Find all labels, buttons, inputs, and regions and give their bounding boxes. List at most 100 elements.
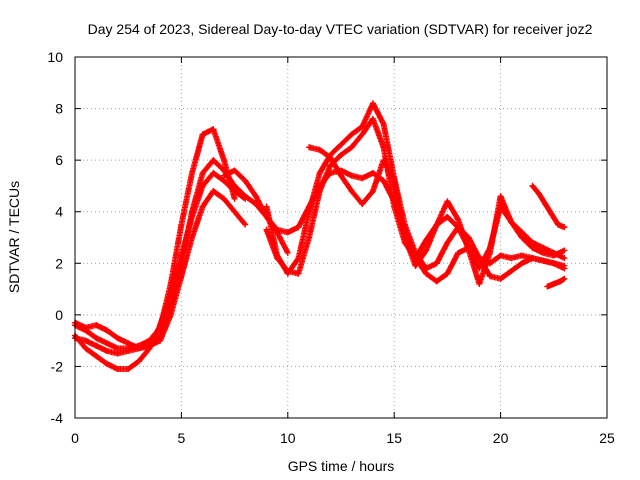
data-point bbox=[542, 200, 549, 207]
y-tick-label: 2 bbox=[55, 255, 63, 271]
data-point bbox=[540, 244, 547, 251]
y-tick-label: 4 bbox=[55, 204, 63, 220]
data-point bbox=[199, 131, 206, 138]
data-point bbox=[359, 175, 366, 182]
data-point bbox=[103, 360, 110, 367]
data-point bbox=[220, 172, 227, 179]
data-point bbox=[306, 208, 313, 215]
data-point bbox=[348, 188, 355, 195]
data-point bbox=[518, 234, 525, 241]
series-trace bbox=[72, 157, 291, 352]
data-point bbox=[561, 255, 568, 262]
x-tick-label: 10 bbox=[280, 430, 296, 446]
data-point bbox=[220, 157, 227, 164]
data-point bbox=[497, 193, 504, 200]
data-point bbox=[550, 280, 557, 287]
x-tick-label: 0 bbox=[71, 430, 79, 446]
data-point bbox=[82, 324, 89, 331]
data-point bbox=[306, 234, 313, 241]
data-point bbox=[295, 224, 302, 231]
data-point bbox=[93, 342, 100, 349]
data-point bbox=[199, 203, 206, 210]
data-point bbox=[508, 268, 515, 275]
data-point bbox=[497, 252, 504, 259]
data-point bbox=[231, 167, 238, 174]
data-point bbox=[444, 213, 451, 220]
data-point bbox=[444, 198, 451, 205]
data-point bbox=[114, 335, 121, 342]
y-axis-label: SDTVAR / TECUs bbox=[6, 181, 22, 293]
data-point bbox=[359, 200, 366, 207]
data-point bbox=[327, 154, 334, 161]
data-point bbox=[444, 270, 451, 277]
data-point bbox=[316, 146, 323, 153]
data-point bbox=[103, 347, 110, 354]
data-point bbox=[82, 337, 89, 344]
data-point bbox=[561, 265, 568, 272]
data-point bbox=[433, 278, 440, 285]
data-point bbox=[557, 278, 564, 285]
data-point bbox=[476, 280, 483, 287]
data-point bbox=[455, 216, 462, 223]
data-point bbox=[199, 170, 206, 177]
data-point bbox=[476, 255, 483, 262]
data-point bbox=[220, 167, 227, 174]
series-track-9 bbox=[529, 182, 567, 230]
data-point bbox=[380, 177, 387, 184]
data-point bbox=[555, 221, 562, 228]
data-point bbox=[529, 244, 536, 251]
data-point bbox=[242, 177, 249, 184]
data-point bbox=[561, 224, 568, 231]
data-point bbox=[348, 144, 355, 151]
x-tick-label: 25 bbox=[599, 430, 615, 446]
data-point bbox=[242, 221, 249, 228]
y-tick-label: -4 bbox=[51, 410, 64, 426]
data-point bbox=[231, 208, 238, 215]
data-point bbox=[433, 260, 440, 267]
series-trace bbox=[306, 144, 567, 287]
data-point bbox=[167, 311, 174, 318]
data-point bbox=[316, 170, 323, 177]
data-point bbox=[284, 249, 291, 256]
x-tick-label: 20 bbox=[493, 430, 509, 446]
data-point bbox=[114, 366, 121, 373]
data-point bbox=[380, 157, 387, 164]
data-point bbox=[210, 157, 217, 164]
series-track-8 bbox=[306, 144, 567, 287]
data-point bbox=[380, 121, 387, 128]
data-point bbox=[93, 335, 100, 342]
y-tick-label: 0 bbox=[55, 307, 63, 323]
data-point bbox=[465, 247, 472, 254]
data-point bbox=[82, 345, 89, 352]
data-point bbox=[231, 195, 238, 202]
data-point bbox=[369, 100, 376, 107]
data-point bbox=[284, 268, 291, 275]
data-point bbox=[189, 208, 196, 215]
data-point bbox=[486, 249, 493, 256]
plot-border bbox=[74, 56, 608, 419]
data-point bbox=[210, 170, 217, 177]
data-point bbox=[561, 247, 568, 254]
data-point bbox=[252, 193, 259, 200]
data-point bbox=[423, 265, 430, 272]
data-point bbox=[125, 340, 132, 347]
data-point bbox=[561, 275, 568, 282]
data-point bbox=[540, 257, 547, 264]
data-point bbox=[231, 182, 238, 189]
data-point bbox=[125, 347, 132, 354]
y-tick-label: 10 bbox=[47, 49, 63, 65]
data-point bbox=[306, 144, 313, 151]
data-point bbox=[508, 255, 515, 262]
data-point bbox=[274, 255, 281, 262]
data-point bbox=[529, 182, 536, 189]
data-point bbox=[338, 141, 344, 148]
data-point bbox=[486, 273, 493, 280]
data-point bbox=[518, 252, 525, 259]
data-point bbox=[359, 123, 366, 130]
y-tick-label: -2 bbox=[51, 358, 64, 374]
y-tick-label: 6 bbox=[55, 152, 63, 168]
data-point bbox=[316, 188, 323, 195]
data-point bbox=[220, 177, 227, 184]
data-point bbox=[114, 345, 121, 352]
